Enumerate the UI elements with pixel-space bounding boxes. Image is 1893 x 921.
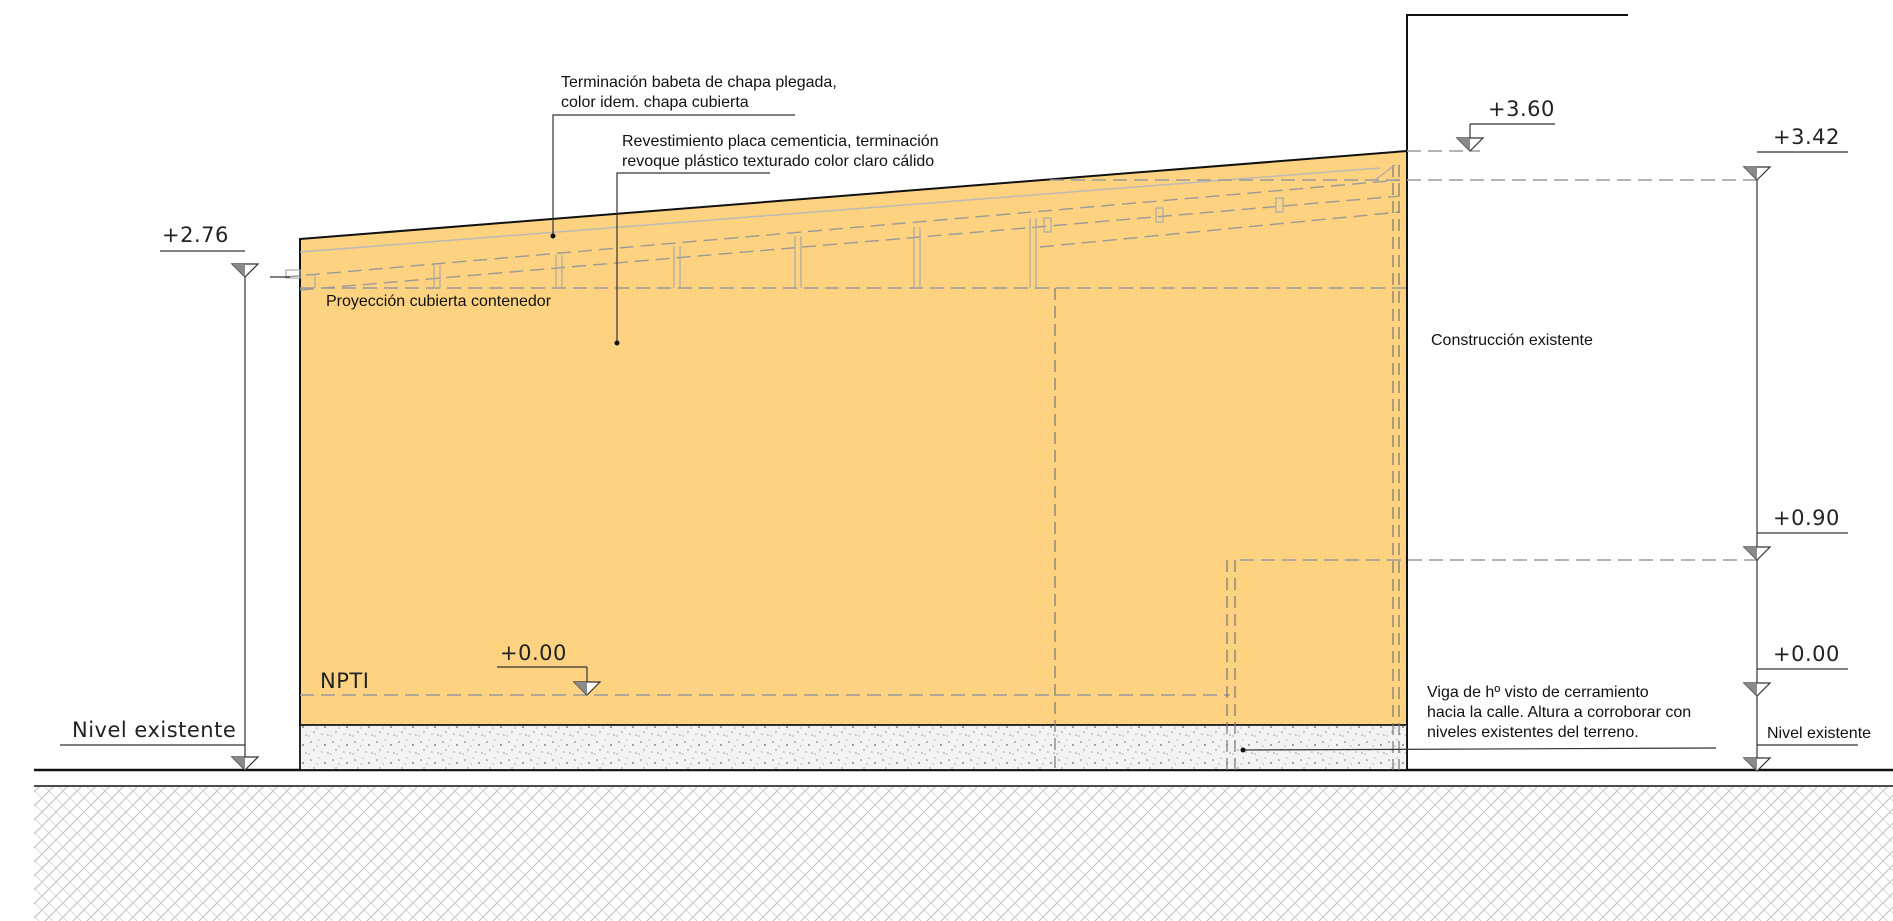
roof-projection-dashes <box>284 150 1760 770</box>
level-marker-icon <box>231 263 259 278</box>
level-npti-zero: +0.00 <box>500 641 567 665</box>
level-roof-peak: +3.60 <box>1488 97 1555 121</box>
existing-level-left: Nivel existente <box>72 718 236 742</box>
level-marker-icon <box>231 756 259 771</box>
note-cladding-line1: Revestimiento placa cementicia, terminac… <box>622 133 939 150</box>
level-marker-icon <box>1743 166 1771 181</box>
existing-level-right: Nivel existente <box>1767 725 1871 742</box>
ground-hatch <box>34 787 1893 921</box>
note-flashing-line2: color idem. chapa cubierta <box>561 94 749 111</box>
level-left-top: +2.76 <box>162 223 229 247</box>
wall-cladding <box>299 149 1408 726</box>
note-existing-building: Construcción existente <box>1431 332 1593 349</box>
leader-beam <box>1242 747 1717 751</box>
roof-fascia-line <box>299 167 1381 253</box>
note-flashing-line1: Terminación babeta de chapa plegada, <box>561 74 837 91</box>
level-right-top: +3.42 <box>1773 125 1840 149</box>
leader-flashing <box>552 114 795 236</box>
purlin-ticks <box>285 164 1396 288</box>
level-right-mid: +0.90 <box>1773 506 1840 530</box>
concrete-beam <box>299 724 1408 771</box>
note-beam-line2: hacia la calle. Altura a corroborar con <box>1427 704 1691 721</box>
note-beam-line3: niveles existentes del terreno. <box>1427 724 1639 741</box>
npti-label: NPTI <box>320 669 369 693</box>
note-roof-projection: Proyección cubierta contenedor <box>326 293 552 310</box>
leader-cladding <box>616 172 770 343</box>
note-beam-line1: Viga de hº visto de cerramiento <box>1427 684 1649 701</box>
level-right-zero: +0.00 <box>1773 642 1840 666</box>
existing-building-outline <box>1406 14 1628 770</box>
level-marker-icon <box>1743 546 1771 561</box>
note-cladding-line2: revoque plástico texturado color claro c… <box>622 153 934 170</box>
level-marker-icon <box>1456 137 1484 152</box>
level-marker-icon <box>1743 682 1771 697</box>
